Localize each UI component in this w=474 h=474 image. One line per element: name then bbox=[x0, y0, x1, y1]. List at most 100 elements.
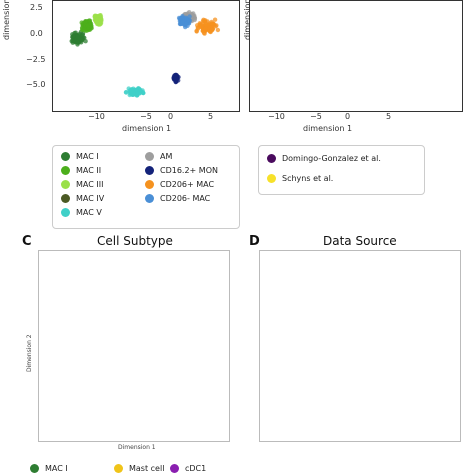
legend-swatch bbox=[61, 166, 70, 175]
scatter-point bbox=[75, 34, 80, 39]
scatter-panel-a bbox=[69, 10, 221, 98]
legend-swatch bbox=[145, 180, 154, 189]
panel-b-xlabel: dimension 1 bbox=[303, 124, 353, 133]
scatter-point bbox=[203, 26, 208, 31]
scatter-point bbox=[184, 16, 189, 21]
legend-swatch bbox=[267, 154, 276, 163]
legend-swatch bbox=[145, 194, 154, 203]
legend-label: Domingo-Gonzalez et al. bbox=[282, 154, 381, 163]
legend-swatch bbox=[114, 464, 123, 473]
legend-item: CD206- MAC bbox=[145, 194, 210, 203]
legend-item: AM bbox=[145, 152, 172, 161]
series-mac-i bbox=[69, 29, 88, 47]
scatter-point bbox=[194, 28, 199, 34]
series-mac-v bbox=[123, 86, 146, 98]
series-cd206-mac bbox=[194, 17, 221, 36]
legend-c-item: Mast cell bbox=[114, 464, 164, 473]
scatter-point bbox=[141, 90, 146, 96]
legend-c-item: cDC1 bbox=[170, 464, 206, 473]
series-mac-ii bbox=[79, 18, 94, 33]
panel-b-xtick: 0 bbox=[345, 112, 351, 121]
legend-swatch bbox=[30, 464, 39, 473]
legend-swatch bbox=[61, 180, 70, 189]
scatter-point bbox=[81, 27, 87, 32]
panel-a-ytick: 0.0 bbox=[30, 29, 43, 38]
panel-b-xtick: −5 bbox=[310, 112, 322, 121]
panel-b-plot-area bbox=[249, 0, 463, 112]
scatter-point bbox=[83, 39, 88, 44]
legend-a: MAC I MAC II MAC III MAC IV MAC V AM CD1… bbox=[52, 145, 240, 229]
series-cd16-2-mon bbox=[171, 72, 181, 85]
panel-c-plot-area bbox=[38, 250, 230, 442]
scatter-point bbox=[209, 27, 215, 32]
legend-item: CD206+ MAC bbox=[145, 180, 214, 189]
scatter-point bbox=[192, 17, 197, 23]
legend-item: MAC I bbox=[61, 152, 99, 161]
panel-a-ylabel: dimension bbox=[2, 0, 11, 40]
legend-swatch bbox=[61, 152, 70, 161]
scatter-point bbox=[172, 73, 178, 78]
series-cd206-mac bbox=[176, 13, 193, 30]
panel-a-xtick: 0 bbox=[168, 112, 174, 121]
legend-label: MAC III bbox=[76, 180, 104, 189]
panel-c-xlabel: Dimension 1 bbox=[118, 444, 156, 451]
scatter-point bbox=[87, 18, 93, 23]
legend-label: MAC V bbox=[76, 208, 102, 217]
legend-c-item: MAC I bbox=[30, 464, 68, 473]
legend-swatch bbox=[61, 208, 70, 217]
scatter-point bbox=[199, 25, 204, 30]
legend-label: Schyns et al. bbox=[282, 174, 334, 183]
panel-b-ylabel: dimension bbox=[243, 0, 252, 40]
panel-a-ytick: −5.0 bbox=[26, 80, 46, 89]
panel-a-ytick: 2.5 bbox=[30, 3, 43, 12]
legend-label: CD206+ MAC bbox=[160, 180, 215, 189]
panel-c-title: Cell Subtype bbox=[97, 234, 173, 248]
legend-item: Schyns et al. bbox=[267, 174, 333, 183]
legend-item: MAC IV bbox=[61, 194, 104, 203]
panel-a-plot-area bbox=[52, 0, 240, 112]
legend-label: MAC IV bbox=[76, 194, 105, 203]
panel-b-xtick: 5 bbox=[386, 112, 392, 121]
panel-c-letter: C bbox=[22, 234, 32, 249]
panel-a-xtick: −10 bbox=[88, 112, 105, 121]
legend-item: MAC V bbox=[61, 208, 102, 217]
legend-item: CD16.2+ MON bbox=[145, 166, 218, 175]
legend-label: CD16.2+ MON bbox=[160, 166, 218, 175]
legend-item: MAC III bbox=[61, 180, 103, 189]
scatter-point bbox=[92, 14, 98, 20]
scatter-point bbox=[98, 13, 103, 18]
scatter-point bbox=[123, 90, 129, 95]
scatter-point bbox=[212, 17, 218, 22]
scatter-point bbox=[98, 17, 104, 22]
legend-label: CD206- MAC bbox=[160, 194, 211, 203]
scatter-point bbox=[129, 87, 135, 92]
scatter-point bbox=[75, 39, 80, 45]
legend-label: Mast cell bbox=[129, 464, 165, 473]
scatter-point bbox=[95, 17, 100, 23]
scatter-point bbox=[79, 37, 85, 43]
series-mac-iii bbox=[92, 13, 104, 27]
panel-c-ylabel: Dimension 2 bbox=[26, 334, 33, 372]
legend-item: Domingo-Gonzalez et al. bbox=[267, 154, 381, 163]
panel-b-xtick: −10 bbox=[268, 112, 285, 121]
legend-label: AM bbox=[160, 152, 173, 161]
legend-swatch bbox=[145, 152, 154, 161]
panel-d-plot-area bbox=[259, 250, 461, 442]
scatter-point bbox=[134, 87, 139, 93]
legend-label: cDC1 bbox=[185, 464, 207, 473]
legend-swatch bbox=[61, 194, 70, 203]
scatter-point bbox=[215, 27, 221, 33]
legend-swatch bbox=[145, 166, 154, 175]
panel-a-xlabel: dimension 1 bbox=[122, 124, 172, 133]
legend-swatch bbox=[267, 174, 276, 183]
legend-b: Domingo-Gonzalez et al. Schyns et al. bbox=[258, 145, 425, 195]
panel-a-xtick: −5 bbox=[140, 112, 152, 121]
scatter-point bbox=[70, 39, 76, 44]
legend-item: MAC II bbox=[61, 166, 101, 175]
scatter-point bbox=[98, 20, 104, 26]
scatter-point bbox=[83, 19, 88, 25]
scatter-point bbox=[180, 20, 185, 25]
legend-label: MAC I bbox=[76, 152, 99, 161]
scatter-point bbox=[135, 91, 140, 96]
legend-label: MAC II bbox=[76, 166, 102, 175]
